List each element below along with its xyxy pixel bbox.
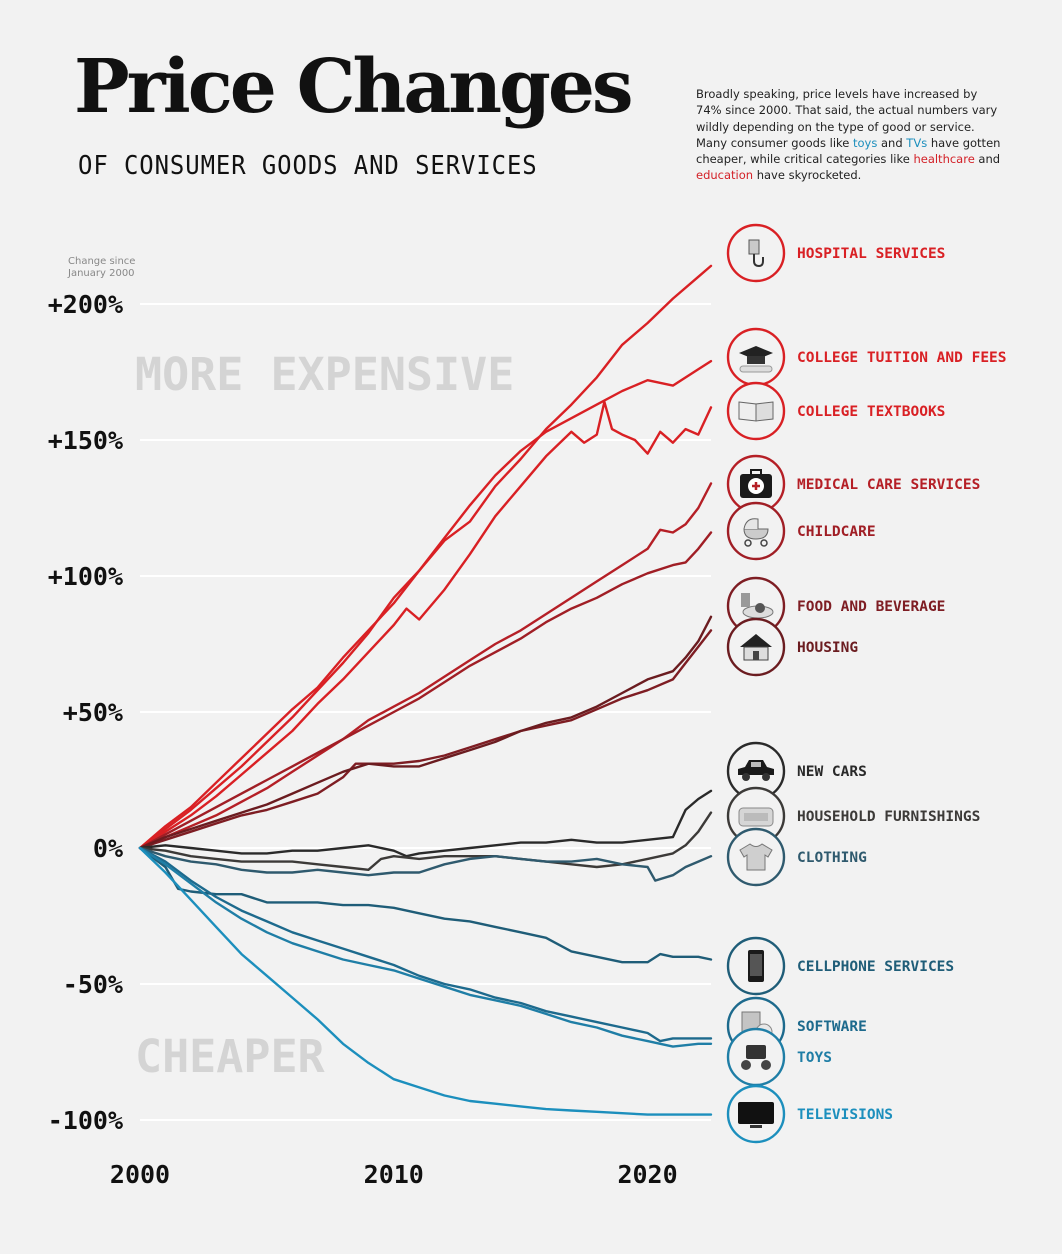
- series-line-first-aid-kit: [138, 482, 713, 850]
- toy-robot-icon: [741, 1045, 771, 1070]
- y-tick-label: +150%: [48, 426, 123, 455]
- intro-text-segment: and: [974, 152, 1001, 167]
- intro-text-segment: and: [877, 135, 907, 150]
- series-line-baby-stroller: [138, 531, 713, 850]
- series-line-shirt: [138, 846, 713, 882]
- chart-title: Price Changes: [74, 44, 634, 130]
- y-axis-caption-line-2: January 2000: [67, 268, 135, 279]
- smartphone-icon: [748, 950, 764, 982]
- series-lines: [138, 264, 713, 1116]
- intro-text-segment: have skyrocketed.: [753, 168, 862, 183]
- series-line-television: [138, 846, 713, 1116]
- graduation-cap-icon: [739, 346, 773, 373]
- intro-paragraph: Broadly speaking, price levels have incr…: [696, 86, 1006, 184]
- series-label-toy-robot: TOYS: [726, 1027, 832, 1087]
- series-name: COLLEGE TUITION AND FEES: [797, 350, 1007, 366]
- series-name: SOFTWARE: [797, 1019, 867, 1035]
- series-line-sofa: [138, 811, 713, 871]
- intro-text-segment: education: [696, 168, 754, 183]
- series-label-hospital-iv: HOSPITAL SERVICES: [726, 223, 945, 283]
- series-line-graduation-cap: [138, 359, 713, 850]
- hospital-iv-icon: [748, 239, 764, 268]
- y-tick-label: +200%: [48, 290, 123, 319]
- series-label-baby-stroller: CHILDCARE: [726, 501, 876, 561]
- zone-label-cheaper: CHEAPER: [135, 1030, 326, 1083]
- series-line-toy-robot: [138, 846, 713, 1048]
- car-icon: [738, 760, 774, 781]
- chart-subtitle: OF CONSUMER GOODS AND SERVICES: [78, 151, 538, 181]
- first-aid-kit-icon: [740, 469, 772, 498]
- y-tick-label: +50%: [63, 698, 123, 727]
- x-tick-label: 2000: [110, 1160, 170, 1189]
- series-label-first-aid-kit: MEDICAL CARE SERVICES: [726, 454, 980, 514]
- x-tick-label: 2010: [364, 1160, 424, 1189]
- series-line-house: [138, 615, 713, 850]
- sofa-icon: [738, 807, 774, 827]
- series-labels: HOSPITAL SERVICES COLLEGE TUITION AND FEE…: [726, 223, 1007, 1144]
- open-book-icon: [738, 401, 774, 422]
- series-line-smartphone: [138, 846, 713, 964]
- television-icon: [738, 1102, 774, 1128]
- house-icon: [740, 634, 772, 661]
- series-name: NEW CARS: [797, 764, 867, 780]
- series-line-food-plate: [138, 629, 713, 850]
- series-name: CHILDCARE: [797, 524, 876, 540]
- baby-stroller-icon: [743, 518, 769, 547]
- series-label-open-book: COLLEGE TEXTBOOKS: [726, 381, 945, 441]
- series-label-food-plate: FOOD AND BEVERAGE: [726, 576, 945, 636]
- series-name: HOUSEHOLD FURNISHINGS: [797, 809, 980, 825]
- axes: Change since January 2000 +200% +150% +100…: [48, 256, 678, 1189]
- intro-text-segment: toys: [853, 135, 878, 150]
- y-axis-caption-line-1: Change since: [68, 256, 135, 267]
- y-tick-label: -100%: [48, 1106, 123, 1135]
- series-line-car: [138, 789, 713, 858]
- zone-labels: MORE EXPENSIVE CHEAPER: [135, 348, 514, 1083]
- series-name: CELLPHONE SERVICES: [797, 959, 954, 975]
- intro-text-segment: have gotten cheaper, while critical cate…: [696, 135, 1001, 167]
- series-label-house: HOUSING: [726, 617, 858, 677]
- intro-text-segment: healthcare: [913, 152, 975, 167]
- shirt-icon: [739, 843, 773, 871]
- series-name: TOYS: [797, 1050, 832, 1066]
- food-plate-icon: [741, 593, 774, 619]
- series-label-shirt: CLOTHING: [726, 827, 867, 887]
- gridlines: [140, 303, 711, 1121]
- series-name: TELEVISIONS: [797, 1107, 893, 1123]
- intro-text-segment: Broadly speaking, price levels have incr…: [696, 87, 998, 150]
- y-tick-label: 0%: [93, 834, 123, 863]
- series-name: MEDICAL CARE SERVICES: [797, 477, 980, 493]
- series-label-television: TELEVISIONS: [726, 1084, 893, 1144]
- intro-text-segment: TVs: [906, 135, 928, 150]
- series-name: HOSPITAL SERVICES: [797, 246, 945, 262]
- x-tick-label: 2020: [617, 1160, 677, 1189]
- series-name: CLOTHING: [797, 850, 867, 866]
- series-name: COLLEGE TEXTBOOKS: [797, 404, 945, 420]
- series-line-software-box: [138, 846, 713, 1043]
- series-label-graduation-cap: COLLEGE TUITION AND FEES: [726, 327, 1007, 387]
- series-name: HOUSING: [797, 640, 858, 656]
- series-label-smartphone: CELLPHONE SERVICES: [726, 936, 954, 996]
- y-tick-label: -50%: [63, 970, 123, 999]
- series-name: FOOD AND BEVERAGE: [797, 599, 945, 615]
- zone-label-more-expensive: MORE EXPENSIVE: [135, 348, 514, 401]
- series-line-open-book: [138, 400, 713, 850]
- y-tick-label: +100%: [48, 562, 123, 591]
